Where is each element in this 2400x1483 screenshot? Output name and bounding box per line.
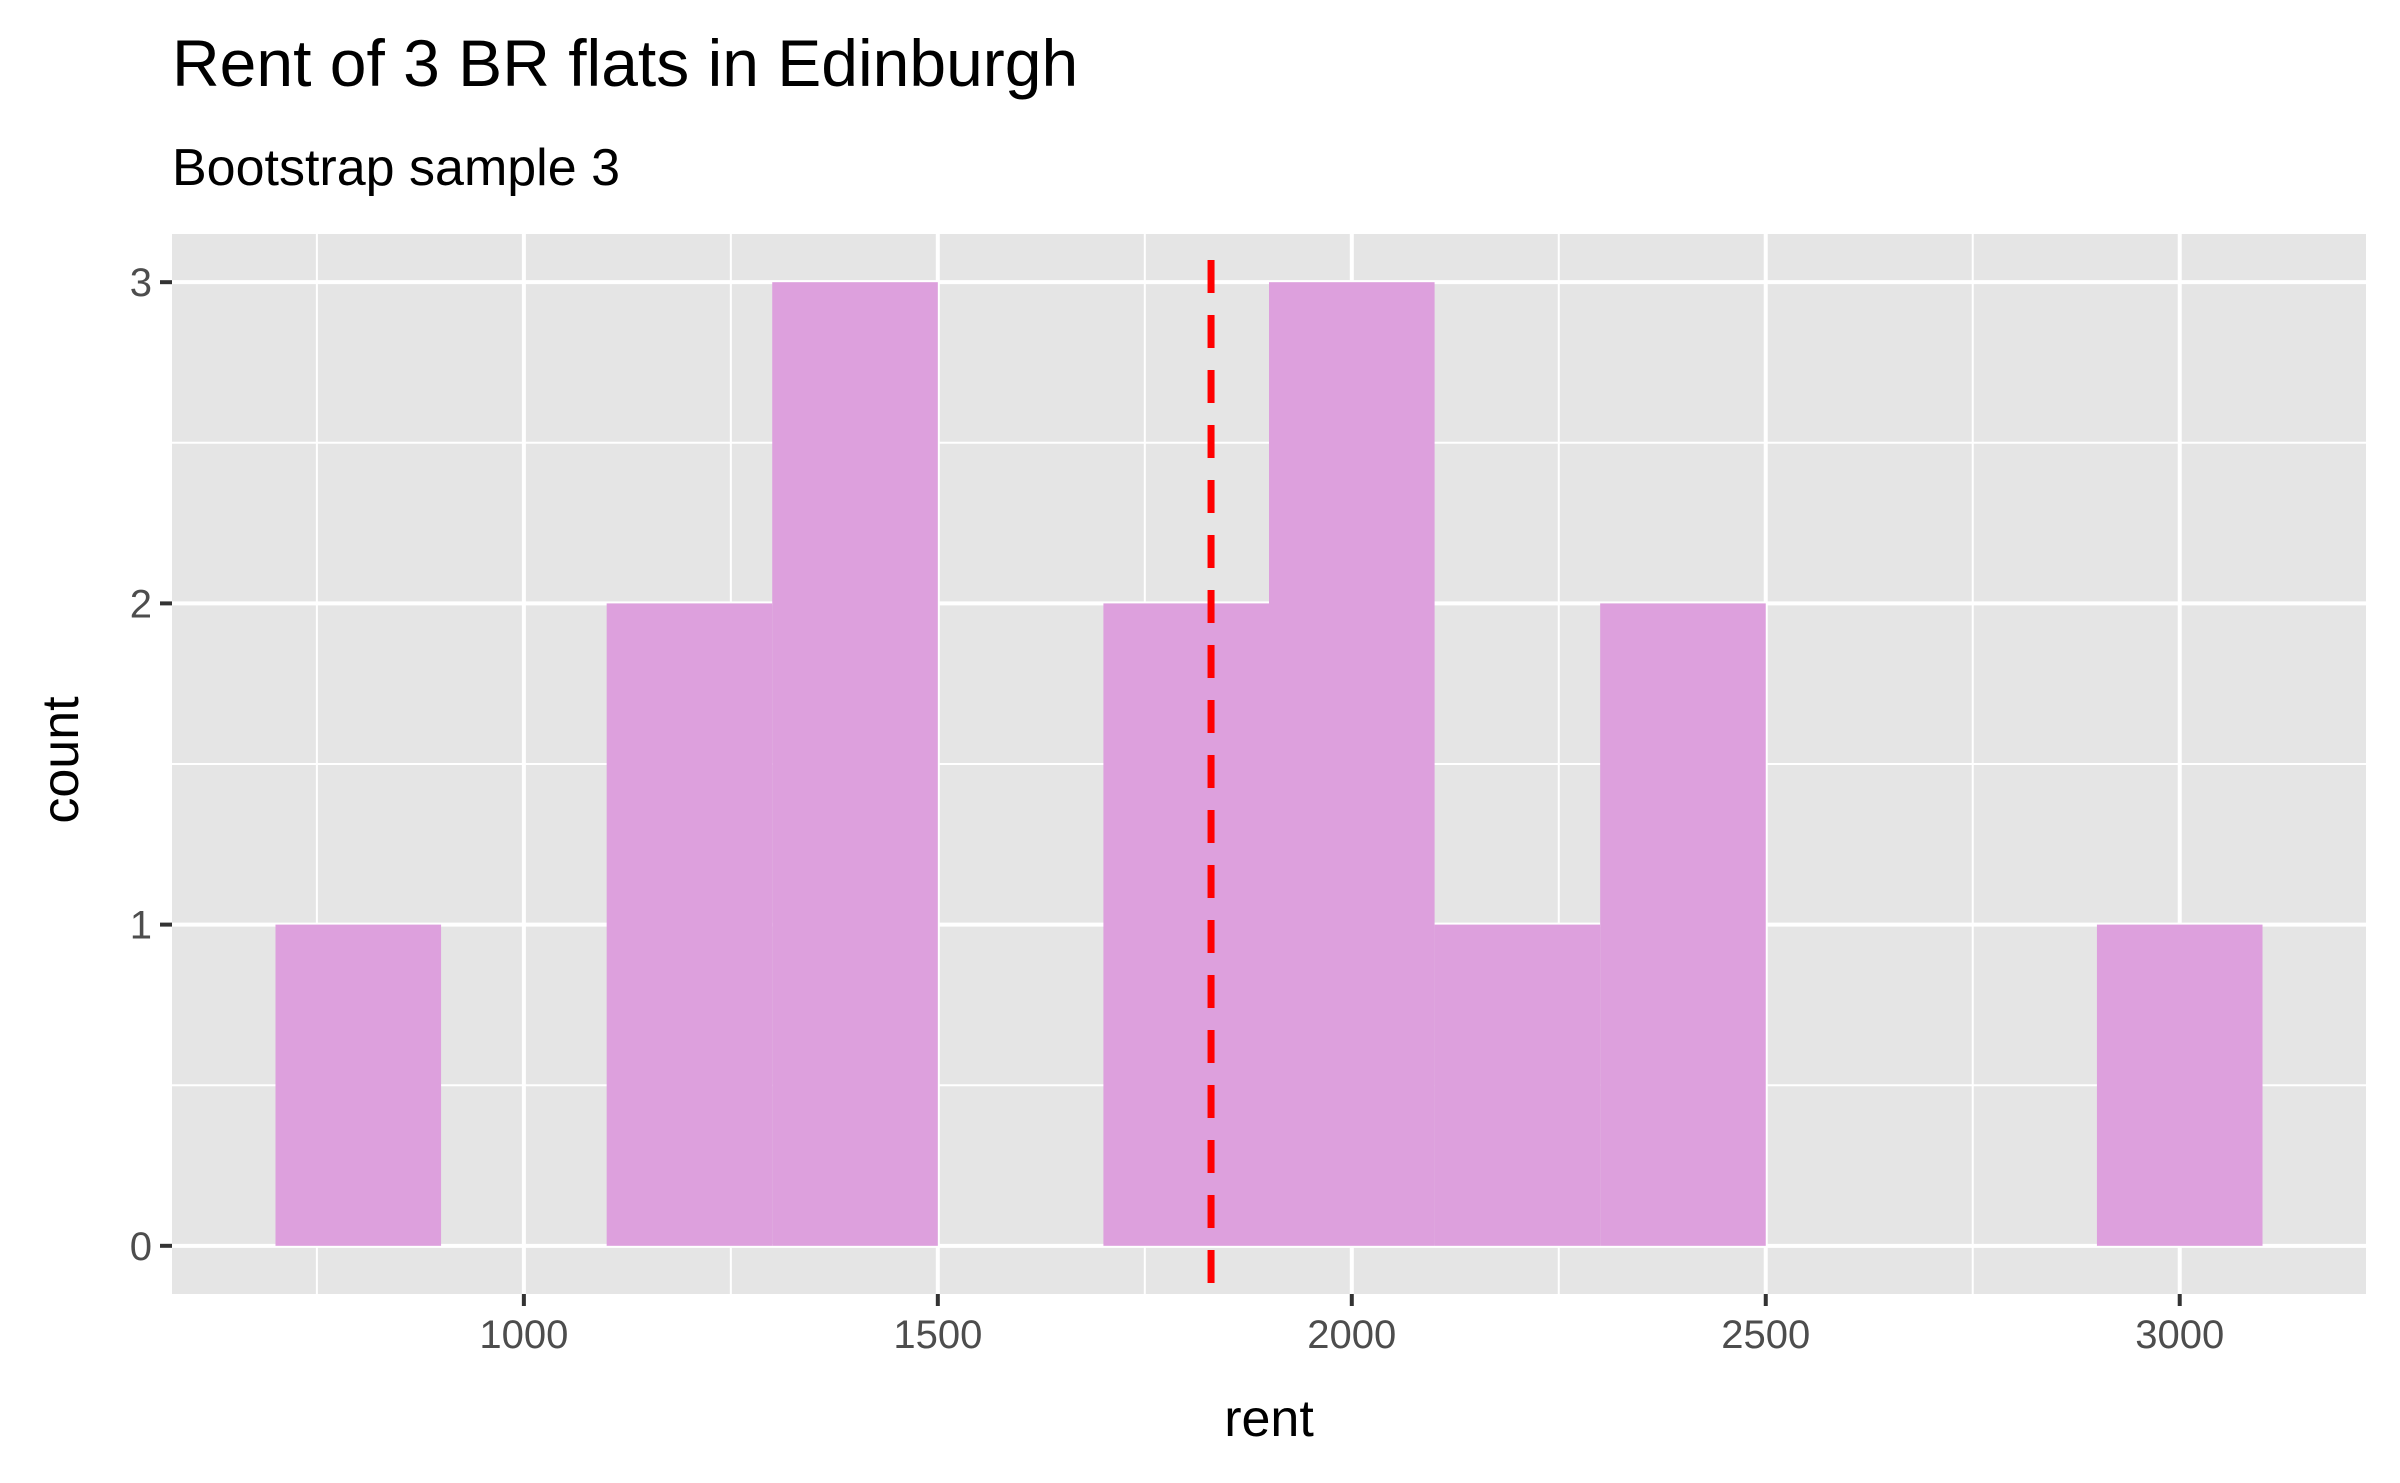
- x-axis-title: rent: [1224, 1390, 1314, 1448]
- x-axis: 1000 1500 2000 2500 3000: [479, 1294, 2224, 1357]
- y-axis-title: count: [32, 696, 90, 824]
- y-tick-label: 0: [130, 1225, 152, 1269]
- x-tick-label: 1000: [479, 1313, 568, 1357]
- x-tick-label: 2500: [1721, 1313, 1810, 1357]
- histogram-bar: [275, 924, 442, 1246]
- x-tick-label: 3000: [2135, 1313, 2224, 1357]
- histogram-bar: [772, 282, 938, 1246]
- histogram-bar: [2096, 924, 2263, 1246]
- histogram-bar: [1269, 282, 1435, 1246]
- y-tick-label: 1: [130, 904, 152, 948]
- x-tick-label: 2000: [1307, 1313, 1396, 1357]
- chart-subtitle: Bootstrap sample 3: [172, 139, 620, 197]
- histogram-bar: [1600, 603, 1766, 1246]
- histogram-bar: [606, 603, 773, 1246]
- histogram-bars: [275, 282, 2263, 1246]
- histogram-bar: [1434, 924, 1601, 1246]
- y-axis: 0 1 2 3: [130, 261, 172, 1269]
- chart-title: Rent of 3 BR flats in Edinburgh: [172, 26, 1078, 100]
- y-tick-label: 3: [130, 261, 152, 305]
- x-tick-label: 1500: [893, 1313, 982, 1357]
- histogram-bar: [1103, 603, 1269, 1246]
- y-tick-label: 2: [130, 582, 152, 626]
